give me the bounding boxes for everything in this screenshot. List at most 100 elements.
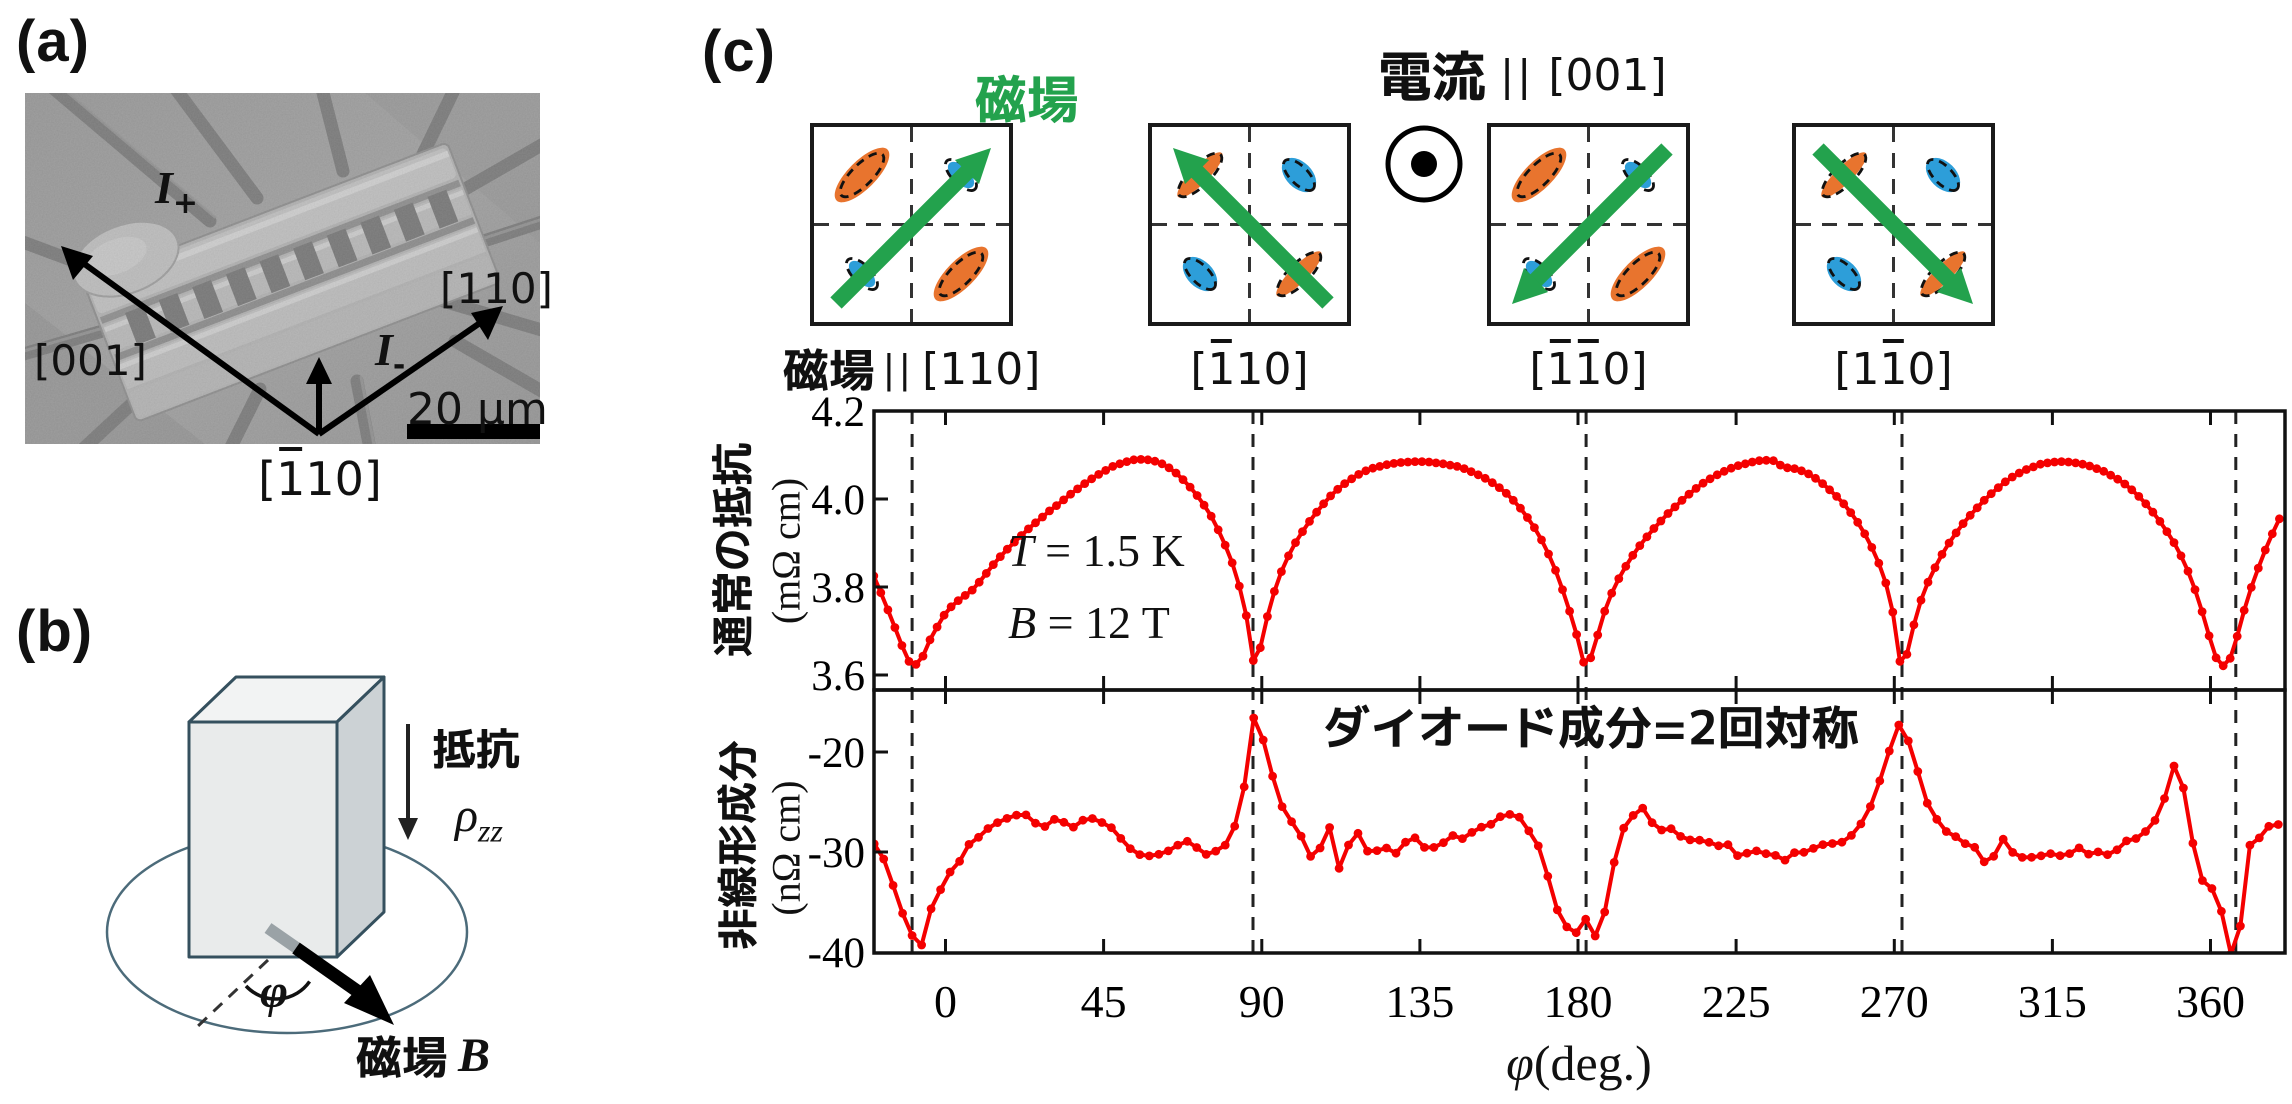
- data-point: [939, 610, 949, 620]
- data-point: [2148, 507, 2158, 517]
- miller-index-segment: 10]: [1235, 343, 1309, 395]
- data-point: [1930, 563, 1940, 572]
- miller-index-segment: 0]: [1602, 343, 1648, 395]
- data-point: [993, 818, 1002, 827]
- data-point: [876, 588, 886, 598]
- field-symbol: B: [1008, 597, 1037, 648]
- miller-index-segment: 1: [1574, 338, 1603, 395]
- y-tick-label: 4.0: [811, 477, 865, 524]
- data-point: [1740, 459, 1750, 469]
- rho-symbol: ρ: [455, 789, 479, 842]
- data-point: [953, 596, 963, 605]
- scale-bar-label: 20 μm: [407, 384, 548, 435]
- data-point: [988, 560, 998, 569]
- data-point: [1325, 823, 1334, 832]
- data-point: [1486, 819, 1496, 829]
- temperature-annotation: T = 1.5 K: [1008, 524, 1185, 577]
- data-point: [2131, 834, 2141, 843]
- data-point: [1347, 474, 1357, 484]
- data-point: [1799, 847, 1809, 857]
- data-point: [1452, 462, 1462, 471]
- y-tick-label: 4.2: [811, 389, 865, 436]
- miller-index-segment: [: [1190, 343, 1208, 395]
- data-point: [1344, 840, 1353, 850]
- data-point: [1733, 461, 1743, 470]
- data-point: [1199, 500, 1209, 510]
- orange-pocket: [834, 147, 890, 202]
- x-tick-label: 135: [1385, 976, 1454, 1027]
- data-point: [1334, 863, 1344, 873]
- blue-pocket: [1925, 157, 1961, 192]
- temperature-value: = 1.5 K: [1033, 525, 1185, 576]
- data-point: [1593, 630, 1603, 640]
- data-point: [1951, 528, 1961, 538]
- data-point: [1277, 802, 1287, 811]
- miller-index-segment: [: [1529, 343, 1547, 395]
- data-point: [1666, 824, 1676, 834]
- data-point: [945, 867, 955, 877]
- data-point: [2127, 485, 2137, 495]
- data-point: [2071, 458, 2081, 468]
- data-point: [1714, 841, 1723, 851]
- current-direction-label: || [001]: [1378, 48, 1667, 102]
- zero-field-outline: [1621, 157, 1655, 192]
- data-point: [974, 832, 983, 842]
- data-point: [1375, 462, 1385, 471]
- data-point: [1458, 834, 1467, 843]
- data-point: [1101, 466, 1111, 475]
- y1-axis-label: [710, 443, 758, 658]
- rotation-schematic: [105, 675, 469, 1035]
- data-point: [1913, 767, 1923, 776]
- miller-index-segment: 1: [276, 447, 306, 506]
- series-nonlinear-component: [874, 713, 2283, 953]
- data-point: [2273, 820, 2283, 829]
- data-point: [888, 881, 898, 890]
- data-point: [1363, 846, 1372, 856]
- field-direction-arrowhead: [954, 147, 991, 184]
- data-point: [1382, 460, 1392, 470]
- brillouin-square: [1148, 122, 1351, 326]
- data-point: [1429, 843, 1439, 852]
- data-point: [1087, 474, 1097, 484]
- data-point: [907, 931, 917, 940]
- data-point: [1220, 540, 1230, 550]
- miller-index-segment: 0]: [1907, 343, 1953, 395]
- data-point: [1657, 825, 1666, 835]
- miller-index-segment: 10]: [305, 452, 382, 506]
- data-point: [1944, 538, 1954, 548]
- data-point: [1220, 840, 1230, 850]
- field-direction-arrowhead: [1512, 267, 1549, 304]
- scale-bar: [407, 424, 540, 439]
- brillouin-square: [1792, 122, 1995, 326]
- data-point: [2260, 545, 2270, 555]
- data-point: [1249, 713, 1259, 723]
- data-point: [1038, 512, 1047, 522]
- data-point: [1558, 585, 1567, 594]
- miller-index-segment: 1: [1207, 338, 1236, 395]
- data-point: [2183, 566, 2193, 576]
- data-point: [2141, 827, 2150, 836]
- data-point: [925, 635, 935, 645]
- data-point: [1825, 485, 1834, 495]
- data-point: [1372, 846, 1382, 855]
- data-point: [1017, 531, 1026, 540]
- data-point: [883, 605, 893, 615]
- data-point: [2014, 468, 2024, 478]
- data-point: [1192, 843, 1202, 852]
- field-direction-arrow: [1527, 142, 1673, 288]
- data-point: [1002, 814, 1012, 823]
- data-point: [1875, 776, 1885, 786]
- zero-field-outline: [1926, 157, 1960, 192]
- zero-field-outline: [845, 256, 879, 291]
- y-tick-label: 3.6: [811, 653, 865, 700]
- data-point: [2207, 884, 2217, 893]
- data-point: [2160, 794, 2169, 803]
- rho-subscript: zz: [478, 813, 503, 849]
- data-point: [1986, 489, 1996, 499]
- x-tick-label: 270: [1860, 976, 1929, 1027]
- data-point: [1354, 470, 1364, 479]
- data-point: [1069, 822, 1078, 832]
- data-point: [1874, 558, 1884, 568]
- data-point: [1544, 549, 1553, 559]
- data-point: [1178, 475, 1188, 484]
